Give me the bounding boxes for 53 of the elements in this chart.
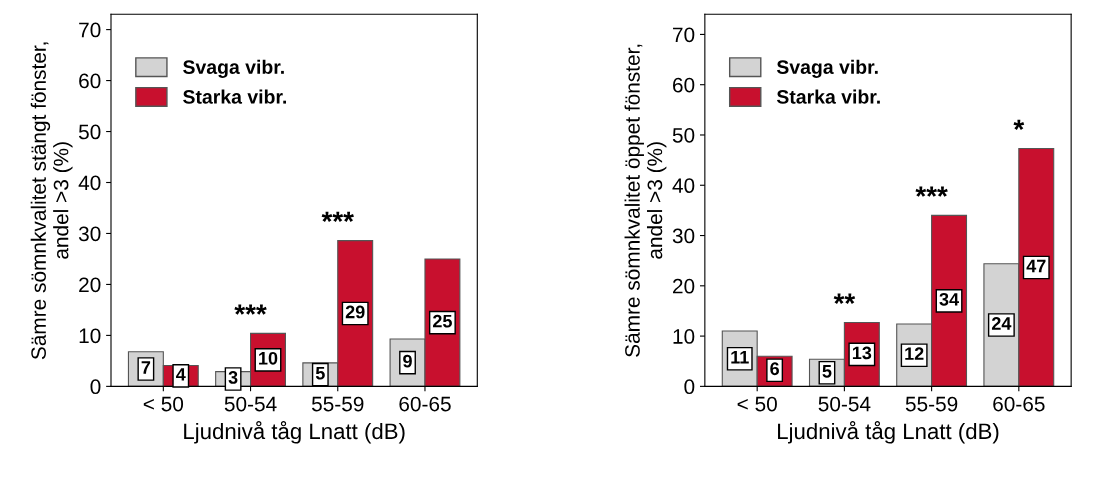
data-label: 5 xyxy=(315,366,325,380)
data-label: 4 xyxy=(176,368,186,381)
data-label: 24 xyxy=(991,317,1012,330)
legend-label: Svaga vibr. xyxy=(183,59,284,78)
x-axis-title: Ljudnivå tåg Lnatt (dB) xyxy=(778,421,999,444)
y-tick-label: 10 xyxy=(79,328,101,344)
annotation: * xyxy=(1013,119,1025,130)
data-label: 5 xyxy=(822,365,832,378)
y-tick-label: 0 xyxy=(684,379,695,395)
x-tick-label: 55-59 xyxy=(311,396,364,412)
x-tick-label: 50-54 xyxy=(818,396,871,412)
y-tick-label: 0 xyxy=(90,379,101,395)
legend-label: Svaga vibr. xyxy=(776,59,878,78)
y-tick-label: 20 xyxy=(673,278,695,294)
x-tick-label: < 50 xyxy=(737,396,777,412)
annotation: ** xyxy=(833,293,856,304)
x-tick-label: < 50 xyxy=(143,396,184,412)
x-tick-label: 55-59 xyxy=(905,396,958,412)
legend-label: Starka vibr. xyxy=(776,89,880,104)
y-tick-label: 70 xyxy=(673,27,695,43)
data-label: 9 xyxy=(403,354,412,368)
data-label: 25 xyxy=(433,314,452,328)
y-axis-title: Sämre sömnkvalitet öppet fönster, andel >3 (%) xyxy=(624,44,667,357)
y-tick-label: 70 xyxy=(79,22,101,38)
y-tick-label: 50 xyxy=(672,127,695,143)
data-label: 13 xyxy=(852,346,872,360)
y-tick-label: 10 xyxy=(673,329,695,344)
y-axis-title: Sämre sömnkvalitet stängt fönster, andel >3 (%) xyxy=(30,42,73,360)
data-label: 34 xyxy=(939,292,959,306)
data-label: 29 xyxy=(345,305,365,319)
data-label: 47 xyxy=(1026,259,1046,273)
x-axis-title: Ljudnivå tåg Lnatt (dB) xyxy=(184,421,405,444)
y-tick-label: 30 xyxy=(78,226,101,242)
x-tick-label: 60-65 xyxy=(993,396,1045,412)
data-label: 12 xyxy=(905,347,924,360)
y-tick-label: 20 xyxy=(79,277,101,293)
y-tick-label: 60 xyxy=(673,77,695,93)
legend-label: Starka vibr. xyxy=(183,89,287,104)
annotation: *** xyxy=(915,186,948,197)
data-label: 11 xyxy=(731,350,749,364)
x-tick-label: 50-54 xyxy=(224,396,277,412)
data-label: 7 xyxy=(141,361,151,374)
y-tick-label: 40 xyxy=(672,178,695,194)
data-label: 10 xyxy=(259,351,278,365)
annotation: *** xyxy=(234,304,267,315)
x-tick-label: 60-65 xyxy=(399,396,451,412)
annotation: *** xyxy=(321,211,354,222)
y-tick-label: 30 xyxy=(672,228,695,244)
y-tick-label: 50 xyxy=(78,124,101,140)
data-label: 6 xyxy=(770,362,779,376)
data-label: 3 xyxy=(228,371,238,384)
y-tick-label: 40 xyxy=(78,175,101,191)
y-tick-label: 60 xyxy=(79,73,101,89)
